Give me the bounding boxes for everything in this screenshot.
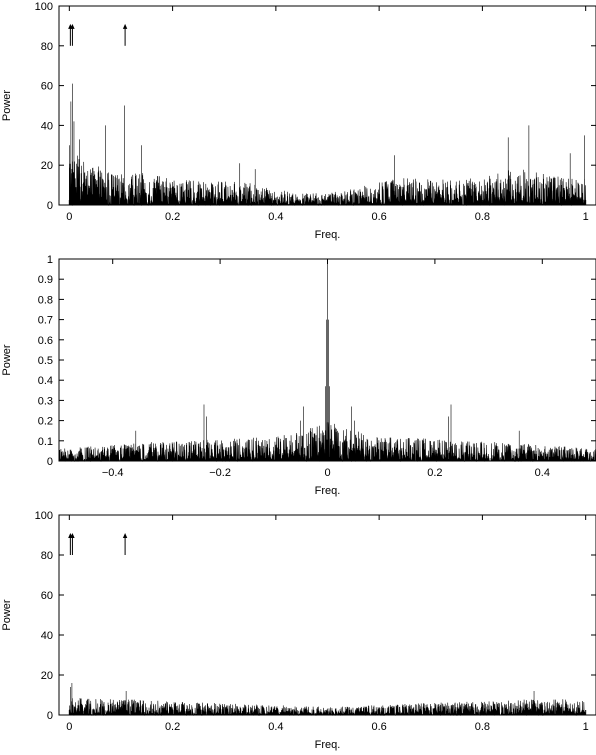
x-axis-label: Freq. [315, 485, 341, 497]
y-axis-label: Power [1, 344, 13, 376]
x-tick-label: 0 [324, 467, 330, 479]
plot-frame [58, 514, 596, 716]
y-tick-label: 0.2 [38, 416, 53, 428]
y-tick-label: 0.1 [38, 436, 53, 448]
x-tick-label: −0.4 [102, 467, 124, 479]
plot-frame [58, 5, 596, 206]
frequency-arrow-head [122, 23, 128, 29]
frequency-arrow-head [70, 533, 75, 538]
power-spectrum-line [58, 259, 596, 463]
y-tick-label: 0 [47, 200, 53, 212]
y-tick-label: 20 [41, 160, 53, 172]
y-tick-label: 0.9 [38, 274, 53, 286]
x-axis-label: Freq. [315, 229, 341, 241]
x-tick-label: 0.4 [268, 721, 283, 733]
y-axis-label: Power [1, 90, 13, 122]
y-tick-label: 40 [41, 630, 53, 642]
y-tick-label: 0.7 [38, 315, 53, 327]
x-tick-label: 0.8 [475, 211, 490, 223]
chart-panel-3: 0 0.2 0.4 0.6 0.8 1 0 20 40 60 80 100 Freq. Power [1, 510, 596, 751]
y-tick-label: 60 [41, 81, 53, 93]
y-tick-label: 1 [47, 254, 53, 266]
y-tick-label: 0.8 [38, 294, 53, 306]
x-tick-label: 0 [66, 721, 72, 733]
x-tick-label: 0.4 [268, 211, 283, 223]
x-tick-label: 0.8 [475, 721, 490, 733]
y-tick-label: 100 [35, 510, 53, 522]
x-tick-label: 0.2 [427, 467, 442, 479]
x-axis-label: Freq. [315, 739, 341, 751]
y-tick-label: 80 [41, 550, 53, 562]
power-spectrum-line [69, 83, 586, 207]
x-tick-label: 0.2 [165, 721, 180, 733]
y-tick-label: 40 [41, 120, 53, 132]
x-tick-label: 0.2 [165, 211, 180, 223]
x-tick-label: 0 [66, 211, 72, 223]
y-tick-label: 20 [41, 670, 53, 682]
y-tick-label: 0.4 [38, 375, 53, 387]
y-tick-label: 0 [47, 710, 53, 722]
chart-panel-1: 0 0.2 0.4 0.6 0.8 1 0 20 40 60 80 100 Freq. Power [1, 1, 596, 241]
x-tick-label: 0.6 [371, 721, 386, 733]
y-tick-label: 80 [41, 41, 53, 53]
y-tick-label: 0.3 [38, 395, 53, 407]
y-axis-label: Power [1, 599, 13, 631]
y-tick-label: 0.6 [38, 335, 53, 347]
y-tick-label: 0.5 [38, 355, 53, 367]
y-tick-label: 60 [41, 590, 53, 602]
power-spectrum-line [69, 683, 586, 717]
x-tick-label: 0.6 [371, 211, 386, 223]
x-tick-label: 0.4 [535, 467, 550, 479]
y-tick-label: 0 [47, 456, 53, 468]
x-tick-label: 1 [583, 211, 589, 223]
frequency-arrow-head [70, 23, 75, 29]
y-tick-label: 100 [35, 1, 53, 13]
chart-panel-2: −0.4 −0.2 0 0.2 0.4 0 0.1 0.2 0.3 0.4 0.5 0.6 0.7 0.8… [1, 254, 596, 497]
x-tick-label: −0.2 [209, 467, 231, 479]
x-tick-label: 1 [583, 721, 589, 733]
frequency-arrow-head [122, 533, 128, 538]
